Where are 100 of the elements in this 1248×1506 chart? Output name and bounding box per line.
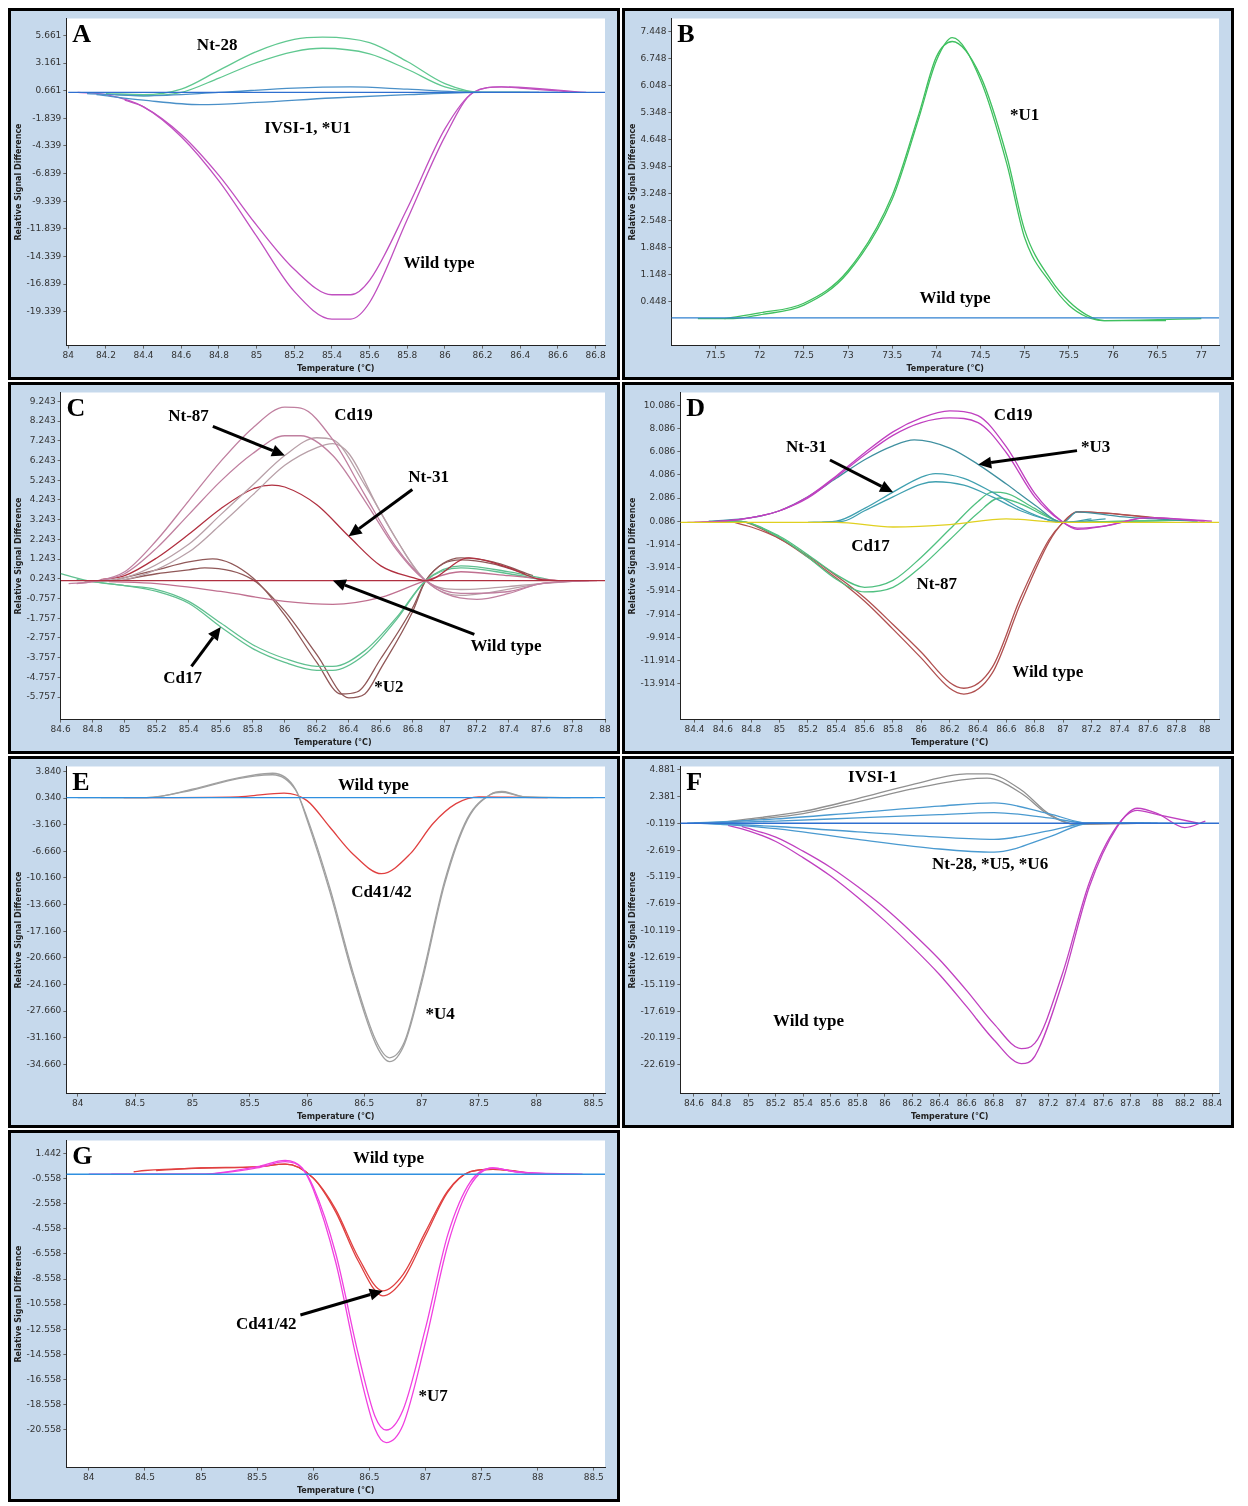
annotation: Cd17 xyxy=(163,667,203,687)
x-tick-label: 88.2 xyxy=(1174,1098,1195,1109)
x-tick-label: 84.6 xyxy=(50,724,71,735)
x-tick-label: 85 xyxy=(186,1098,199,1109)
x-tick-label: 84.8 xyxy=(82,724,103,735)
y-tick-label: 9.243 xyxy=(29,395,56,406)
annotation: Nt-87 xyxy=(168,406,210,425)
x-tick-label: 85.6 xyxy=(210,724,232,735)
y-tick-label: -6.660 xyxy=(32,845,62,856)
y-axis-title: Relative Signal Difference xyxy=(627,870,637,989)
y-tick-label: -6.839 xyxy=(32,167,62,178)
x-tick-label: 84.8 xyxy=(711,1098,732,1109)
x-tick-label: 88 xyxy=(530,1098,543,1109)
y-tick-label: -5.757 xyxy=(26,691,56,702)
x-tick-label: 84.5 xyxy=(125,1098,146,1109)
x-tick-label: 87.2 xyxy=(466,724,487,735)
x-tick-label: 86.8 xyxy=(402,724,424,735)
y-tick-label: 2.086 xyxy=(649,492,676,503)
x-tick-label: 87.2 xyxy=(1038,1098,1059,1109)
x-axis-title: Temperature (°C) xyxy=(296,1486,375,1496)
x-tick-label: 74 xyxy=(930,350,943,361)
x-tick-label: 77 xyxy=(1195,350,1208,361)
annotation: Nt-87 xyxy=(916,573,958,593)
y-tick-label: -19.339 xyxy=(26,306,62,317)
y-tick-label: 10.086 xyxy=(643,399,676,410)
x-tick-label: 86.4 xyxy=(929,1098,950,1109)
x-tick-label: 86.6 xyxy=(996,724,1017,735)
y-tick-label: -11.914 xyxy=(640,654,676,665)
x-axis-title: Temperature (°C) xyxy=(296,364,375,374)
y-tick-label: 0.448 xyxy=(640,295,667,306)
y-tick-label: -7.914 xyxy=(646,608,676,619)
y-tick-label: 6.086 xyxy=(649,446,676,457)
y-tick-label: -15.119 xyxy=(640,978,676,989)
y-tick-label: 5.348 xyxy=(640,107,667,118)
x-tick-label: 84.4 xyxy=(133,350,154,361)
x-tick-label: 86.2 xyxy=(902,1098,923,1109)
annotation: Nt-31 xyxy=(786,437,827,457)
y-tick-label: -16.839 xyxy=(26,278,62,289)
y-tick-label: 8.086 xyxy=(649,422,676,433)
y-tick-label: 0.243 xyxy=(29,573,56,584)
x-tick-label: 71.5 xyxy=(705,350,726,361)
x-tick-label: 85 xyxy=(742,1098,755,1109)
x-tick-label: 84.5 xyxy=(134,1472,155,1483)
y-tick-label: 6.748 xyxy=(640,53,667,64)
y-tick-label: 0.086 xyxy=(649,515,676,526)
y-tick-label: -4.558 xyxy=(32,1223,62,1234)
x-tick-label: 75 xyxy=(1018,350,1031,361)
y-tick-label: 2.548 xyxy=(640,214,667,225)
y-tick-label: -17.619 xyxy=(640,1005,676,1016)
x-tick-label: 72 xyxy=(753,350,766,361)
x-tick-label: 87.5 xyxy=(468,1098,489,1109)
x-tick-label: 86.4 xyxy=(510,350,531,361)
x-tick-label: 87.6 xyxy=(530,724,552,735)
x-tick-label: 87.4 xyxy=(1065,1098,1087,1109)
x-tick-label: 84.6 xyxy=(712,724,734,735)
y-tick-label: 8.243 xyxy=(29,415,56,426)
y-tick-label: -0.119 xyxy=(646,817,676,828)
x-tick-label: 74.5 xyxy=(970,350,991,361)
x-axis-title: Temperature (°C) xyxy=(296,1112,375,1122)
x-tick-label: 88 xyxy=(1199,724,1211,735)
y-tick-label: 3.161 xyxy=(35,57,62,68)
x-tick-label: 72.5 xyxy=(793,350,814,361)
x-tick-label: 87.6 xyxy=(1138,724,1159,735)
y-tick-label: 3.840 xyxy=(35,765,62,776)
y-tick-label: -18.558 xyxy=(26,1398,62,1409)
y-tick-label: -20.119 xyxy=(640,1032,676,1043)
y-tick-label: 1.243 xyxy=(29,553,56,564)
y-tick-label: -8.558 xyxy=(32,1273,62,1284)
y-tick-label: -9.914 xyxy=(646,631,676,642)
y-tick-label: -7.619 xyxy=(646,898,676,909)
x-tick-label: 85.6 xyxy=(359,350,380,361)
x-tick-label: 86 xyxy=(301,1098,314,1109)
annotation: *U1 xyxy=(1009,104,1040,124)
x-tick-label: 87.6 xyxy=(1093,1098,1114,1109)
annotation: Wild type xyxy=(773,1011,845,1031)
annotation: *U2 xyxy=(374,676,404,696)
x-tick-label: 86 xyxy=(279,724,291,735)
annotation: Wild type xyxy=(403,253,476,273)
annotation: IVSI-1, *U1 xyxy=(264,118,352,138)
x-tick-label: 86.2 xyxy=(472,350,493,361)
y-tick-label: 3.243 xyxy=(29,514,56,525)
y-tick-label: -10.160 xyxy=(26,872,62,883)
x-tick-label: 85.2 xyxy=(146,724,167,735)
y-tick-label: 2.243 xyxy=(29,533,56,544)
y-tick-label: 2.381 xyxy=(649,790,676,801)
annotation: Cd41/42 xyxy=(351,882,412,902)
annotation: Cd19 xyxy=(334,405,373,425)
x-tick-label: 86 xyxy=(439,350,451,361)
x-tick-label: 86.8 xyxy=(1024,724,1046,735)
x-tick-label: 86.6 xyxy=(956,1098,978,1109)
x-tick-label: 85.4 xyxy=(793,1098,814,1109)
x-tick-label: 85.6 xyxy=(820,1098,841,1109)
chart-title: D xyxy=(686,393,706,423)
y-tick-label: 5.243 xyxy=(29,474,56,485)
annotation: *U7 xyxy=(418,1385,449,1405)
x-tick-label: 85.2 xyxy=(765,1098,786,1109)
x-tick-label: 87.5 xyxy=(471,1472,492,1483)
x-tick-label: 84.8 xyxy=(208,350,230,361)
x-tick-label: 86 xyxy=(307,1472,320,1483)
x-tick-label: 87.4 xyxy=(498,724,520,735)
